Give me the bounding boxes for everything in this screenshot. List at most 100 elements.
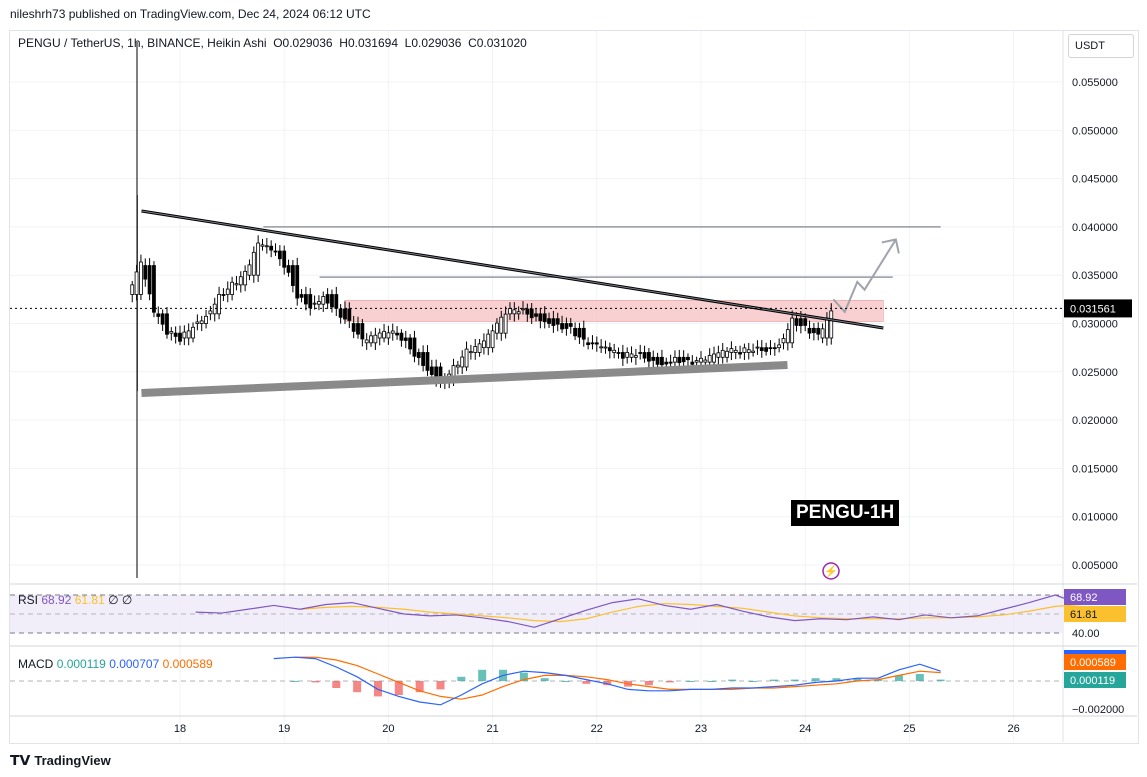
macd-hist-value: 0.000119 xyxy=(56,657,106,671)
candle-body xyxy=(794,318,799,326)
y-tick-label: 0.010000 xyxy=(1072,512,1118,524)
publisher-line: nileshrh73 published on TradingView.com,… xyxy=(10,7,371,21)
candle-body xyxy=(356,323,360,335)
candle-body xyxy=(638,352,643,354)
candle-body xyxy=(186,330,191,339)
candle-body xyxy=(282,250,287,268)
candle-body xyxy=(577,327,582,338)
candle-body xyxy=(243,270,248,286)
candle-body xyxy=(269,245,274,251)
candle-body xyxy=(290,265,295,286)
candle-body xyxy=(191,326,195,339)
close-value: C0.031020 xyxy=(468,36,527,50)
candle-body xyxy=(742,347,747,353)
candle-body xyxy=(816,327,821,335)
candle-body xyxy=(599,346,604,349)
rsi-badge-label: 68.92 xyxy=(1070,592,1098,604)
candle-body xyxy=(790,317,795,344)
candle-body xyxy=(681,356,686,363)
candle-body xyxy=(482,340,486,349)
candle-body xyxy=(733,349,738,353)
candle-body xyxy=(807,327,812,334)
brand-name: TradingView xyxy=(34,753,111,768)
candle-body xyxy=(772,347,777,350)
candle-body xyxy=(703,359,708,363)
candle-body xyxy=(395,332,399,336)
candle-body xyxy=(781,338,786,344)
candle-body xyxy=(473,346,478,353)
candle-body xyxy=(825,317,829,339)
open-value: O0.029036 xyxy=(273,36,333,50)
candle-body xyxy=(330,294,334,308)
candle-body xyxy=(529,308,534,319)
candle-body xyxy=(204,315,208,324)
candle-body xyxy=(564,323,569,329)
candle-body xyxy=(499,316,504,334)
candle-body xyxy=(603,346,608,349)
candle-body xyxy=(542,313,547,323)
y-tick-label: 0.055000 xyxy=(1072,77,1118,89)
y-tick-label: 0.020000 xyxy=(1072,415,1118,427)
candle-body xyxy=(160,313,165,325)
tradingview-logo[interactable]: 𝗧𝗩 TradingView xyxy=(10,752,111,769)
macd-hist-badge xyxy=(1064,672,1126,688)
rsi-extra-1: ∅ xyxy=(108,593,119,607)
candle-body xyxy=(803,318,808,326)
macd-histogram-bar xyxy=(936,679,945,681)
candle-body xyxy=(664,361,669,365)
candle-body xyxy=(547,318,551,324)
x-tick-label: 23 xyxy=(695,723,707,735)
candle-body xyxy=(251,251,256,276)
x-tick-label: 25 xyxy=(903,723,915,735)
candle-body xyxy=(534,313,538,317)
x-tick-label: 21 xyxy=(486,723,498,735)
macd-histogram-bar xyxy=(290,681,299,682)
candle-body xyxy=(273,250,278,253)
candle-body xyxy=(512,309,517,315)
rsi-ma-badge xyxy=(1064,606,1126,622)
candle-body xyxy=(590,342,595,345)
candle-body xyxy=(212,303,217,315)
candle-body xyxy=(343,308,347,320)
candle-body xyxy=(798,318,803,327)
candle-body xyxy=(317,301,321,305)
macd-histogram-bar xyxy=(394,681,403,695)
macd-histogram-bar xyxy=(707,681,716,682)
candle-body xyxy=(217,294,221,315)
candle-body xyxy=(199,320,204,324)
candle-body xyxy=(425,352,430,371)
projection-arrow xyxy=(832,238,897,314)
macd-histogram-bar xyxy=(436,681,445,690)
candle-body xyxy=(690,361,695,365)
candle-body xyxy=(139,261,143,295)
candle-body xyxy=(720,349,725,358)
arrowhead-icon xyxy=(881,238,900,254)
annotation-label: PENGU-1H xyxy=(791,500,900,526)
symbol-title: PENGU / TetherUS, 1h, BINANCE, Heikin As… xyxy=(18,36,267,50)
candle-body xyxy=(655,356,660,365)
macd-line xyxy=(273,656,941,706)
candle-body xyxy=(460,356,465,368)
candle-body xyxy=(256,242,261,276)
candle-body xyxy=(277,250,282,260)
candle-body xyxy=(677,356,682,364)
candle-body xyxy=(699,357,703,363)
candle-body xyxy=(490,330,495,349)
candle-body xyxy=(325,294,330,304)
candle-body xyxy=(642,352,647,359)
macd-signal-value: 0.000589 xyxy=(162,657,213,671)
candle-body xyxy=(673,357,677,363)
candle-body xyxy=(668,361,673,364)
candle-body xyxy=(147,265,152,295)
candle-body xyxy=(360,323,365,340)
currency-unit-button[interactable]: USDT xyxy=(1068,34,1134,58)
macd-histogram-bar xyxy=(832,678,841,681)
candle-body xyxy=(347,308,352,321)
candle-body xyxy=(338,308,343,318)
candle-body xyxy=(299,294,304,298)
candle-body xyxy=(421,352,426,366)
candle-body xyxy=(759,347,764,351)
candle-body xyxy=(694,360,699,363)
candle-body xyxy=(208,310,213,315)
